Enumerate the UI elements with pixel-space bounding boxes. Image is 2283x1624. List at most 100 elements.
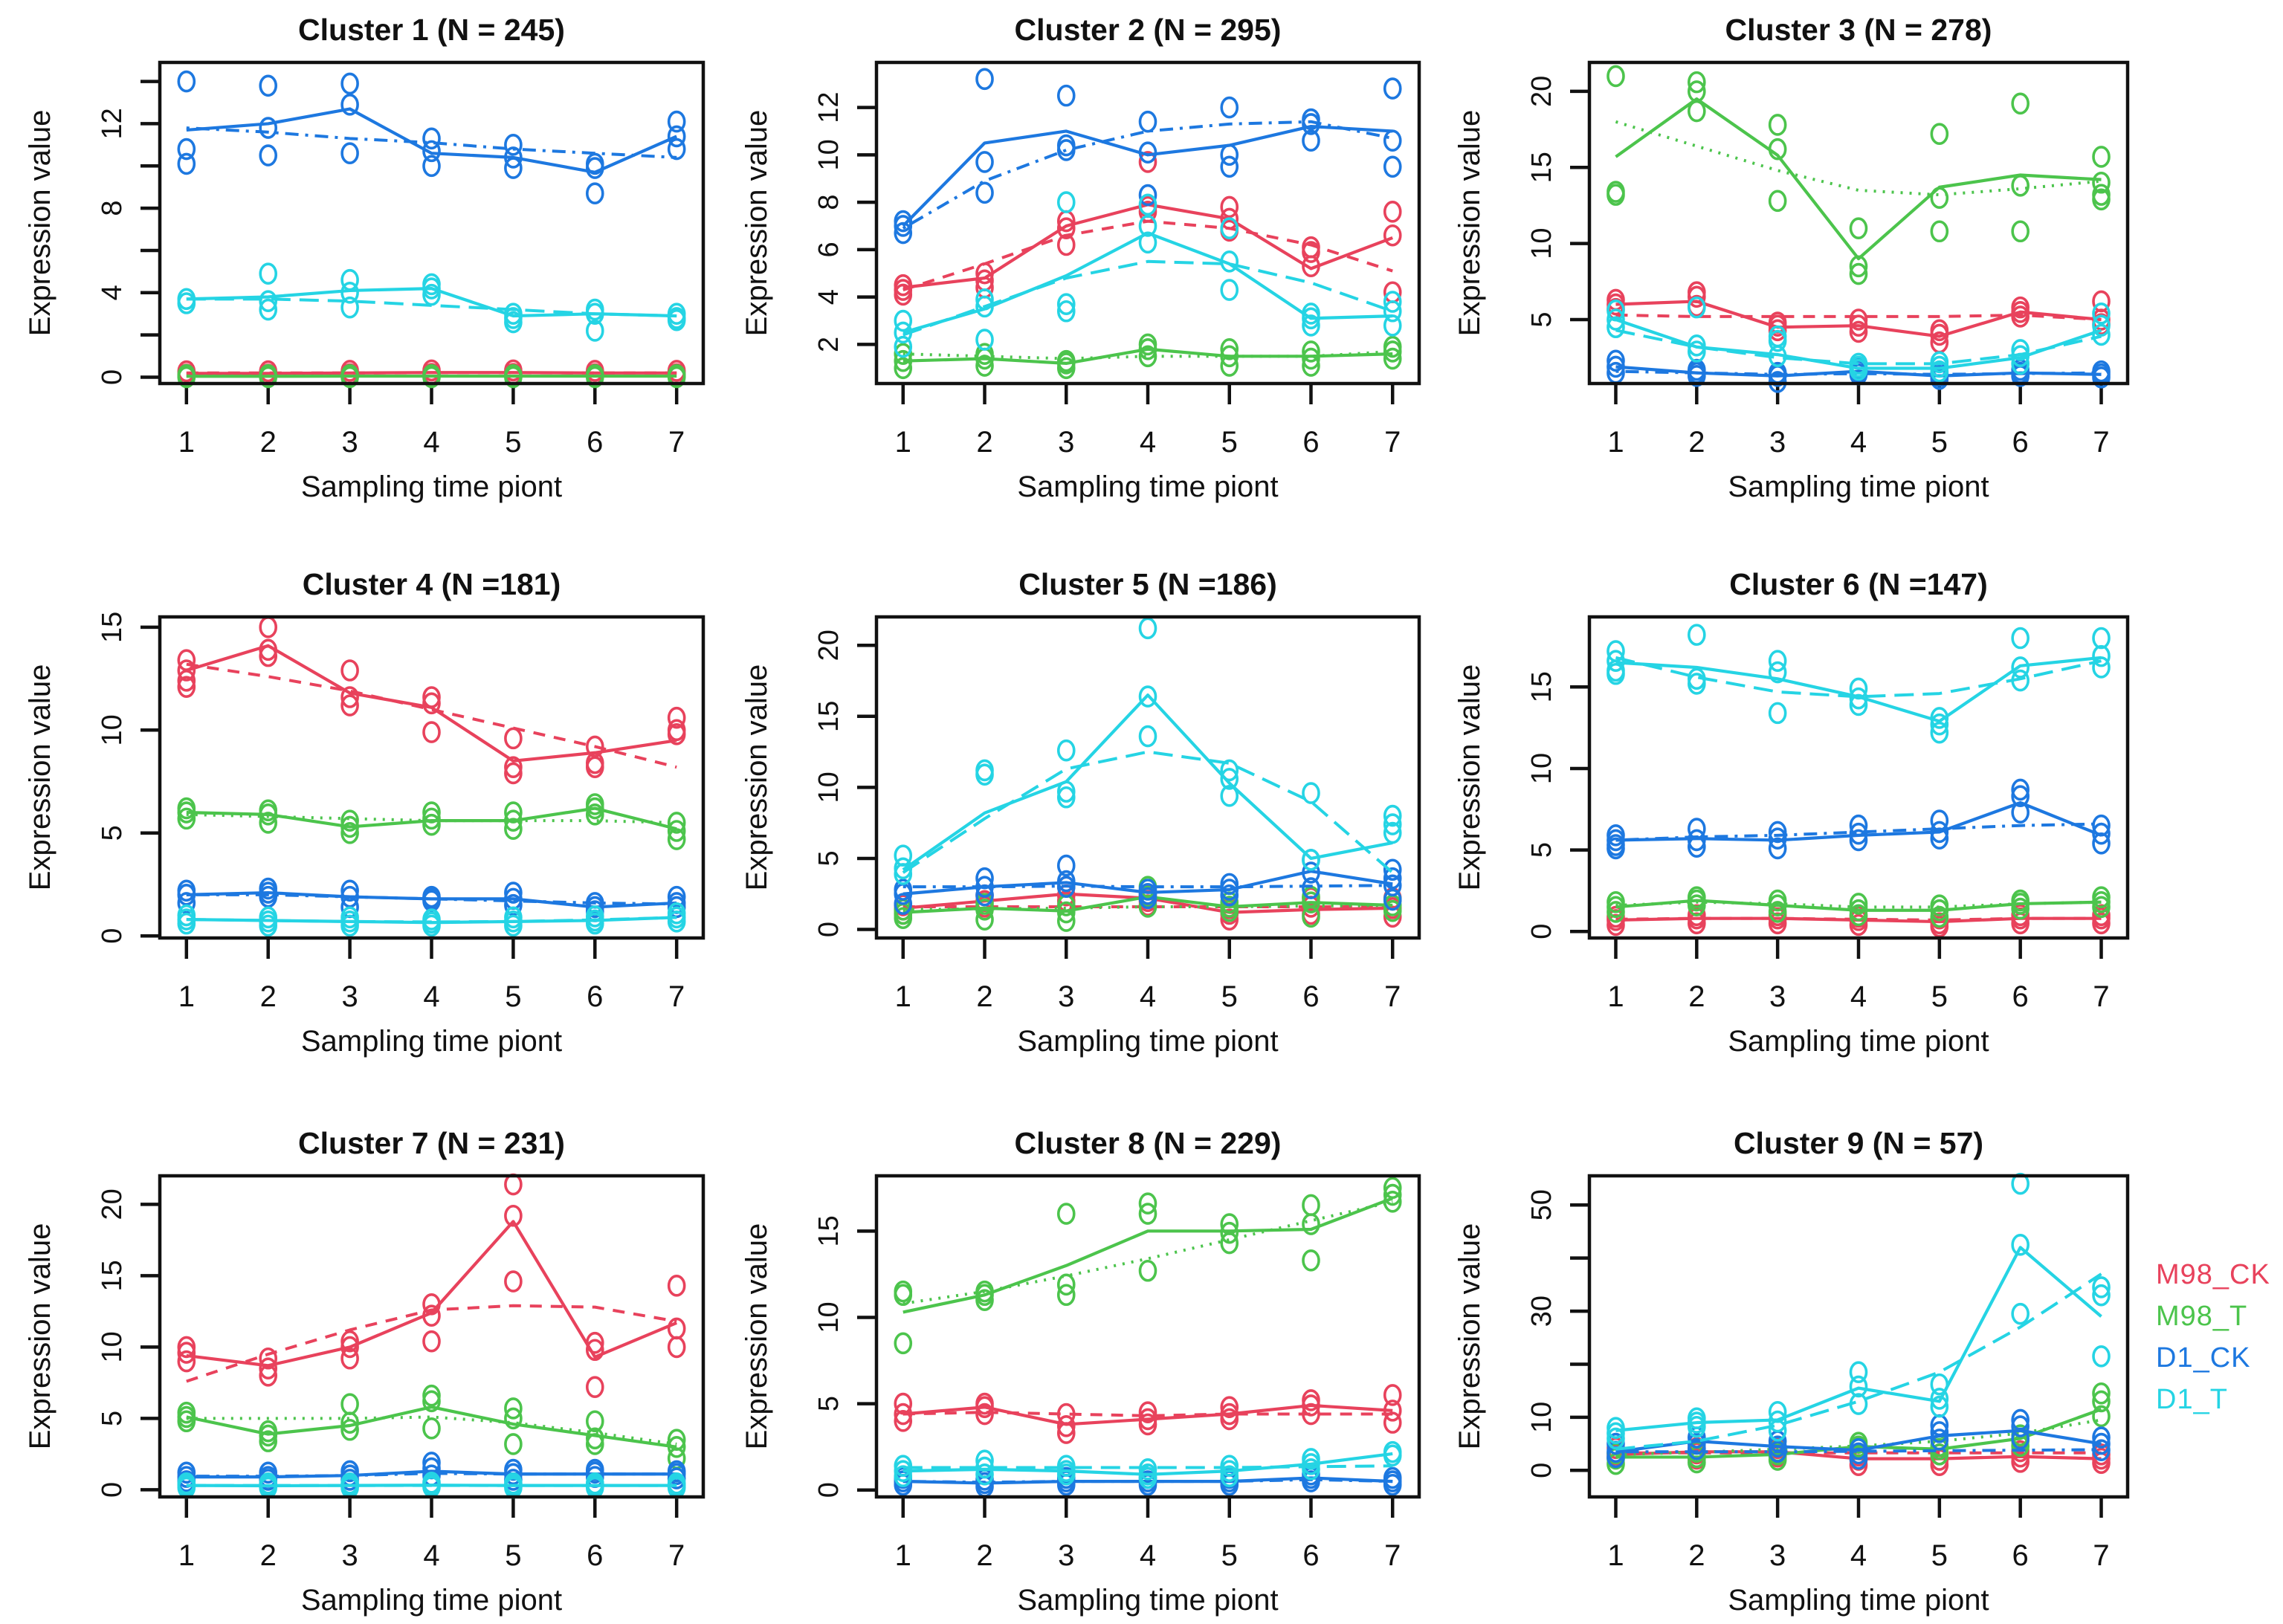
data-point-D1_T [2011, 339, 2029, 361]
data-point-D1_T [1056, 1463, 1076, 1486]
series-D1_T [894, 1440, 1402, 1489]
data-point-D1_T [1220, 759, 1239, 782]
y-tick-label: 20 [1526, 76, 1557, 107]
data-point-M98_T [504, 1407, 523, 1430]
data-point-M98_T [585, 1410, 604, 1433]
series-D1_CK [894, 849, 1402, 915]
y-axis-label: Expression value [24, 110, 56, 337]
data-point-D1_CK [1302, 877, 1320, 899]
x-tick-label: 1 [895, 1539, 911, 1572]
x-tick-label: 6 [1302, 980, 1319, 1013]
data-point-D1_T [1138, 685, 1157, 708]
data-point-M98_T [1056, 901, 1076, 924]
y-axis-ticks: 0 5 10 15 20 [813, 630, 876, 937]
plot-title: Cluster 4 (N =181) [303, 567, 561, 601]
data-point-M98_CK [1056, 1414, 1076, 1437]
data-point-D1_CK [894, 893, 913, 915]
data-point-D1_CK [894, 215, 913, 237]
smooth-line-D1_CK [186, 893, 677, 906]
data-point-M98_T [1768, 114, 1787, 136]
data-point-D1_CK [2092, 366, 2111, 389]
data-point-D1_CK [1383, 1473, 1402, 1496]
x-tick-label: 3 [341, 980, 358, 1013]
y-tick-label: 6 [813, 242, 845, 257]
x-tick-label: 4 [1850, 1539, 1867, 1572]
x-tick-label: 1 [1607, 1539, 1624, 1572]
data-point-M98_CK [259, 1357, 278, 1379]
x-axis-ticks: 1 2 3 4 5 6 7 [895, 384, 1401, 459]
data-point-M98_T [259, 1430, 278, 1452]
data-point-D1_CK [422, 155, 441, 178]
data-point-D1_T [585, 912, 604, 935]
data-point-M98_T [1768, 901, 1787, 923]
mean-line-M98_CK [1615, 300, 2102, 338]
y-tick-label: 15 [97, 1260, 128, 1291]
data-point-D1_CK [340, 94, 359, 116]
data-point-M98_T [1302, 1194, 1320, 1217]
data-point-D1_T [2092, 1345, 2111, 1368]
data-point-D1_CK [1302, 129, 1320, 152]
data-point-M98_CK [667, 723, 686, 745]
data-point-M98_T [340, 1393, 359, 1415]
plot-title: Cluster 3 (N = 278) [1725, 13, 1992, 47]
data-point-M98_T [1768, 190, 1787, 213]
y-axis-label: Expression value [1453, 110, 1486, 337]
smooth-line-M98_T [902, 904, 1393, 911]
data-point-M98_T [340, 809, 359, 832]
x-axis-label: Sampling time piont [1728, 1025, 1989, 1058]
data-point-M98_CK [422, 721, 441, 743]
data-point-M98_T [1056, 1203, 1076, 1225]
mean-line-D1_CK [1615, 1429, 2102, 1454]
legend-item-d1-ck: D1_CK [2156, 1342, 2251, 1374]
data-point-D1_T [2011, 1234, 2029, 1256]
y-axis-ticks: 5 10 15 20 [1526, 76, 1589, 328]
y-tick-label: 10 [1526, 753, 1557, 784]
legend-item-m98-t: M98_T [2156, 1301, 2248, 1332]
data-point-M98_CK [340, 686, 359, 708]
legend-item-m98-ck: M98_CK [2156, 1259, 2270, 1290]
y-tick-label: 10 [1526, 1402, 1557, 1433]
smooth-line-M98_T [1615, 900, 2102, 909]
mean-line-D1_CK [1615, 800, 2102, 842]
x-tick-label: 3 [1058, 1539, 1074, 1572]
data-point-M98_T [1930, 123, 1949, 146]
data-point-D1_T [2011, 656, 2029, 679]
data-point-D1_CK [259, 117, 278, 139]
y-tick-label: 0 [97, 369, 128, 385]
data-point-D1_CK [1138, 110, 1157, 133]
plot-title: Cluster 9 (N = 57) [1734, 1126, 1983, 1160]
series-M98_T [177, 793, 686, 850]
data-point-D1_T [1930, 1395, 1949, 1418]
data-point-D1_T [667, 308, 686, 331]
y-tick-label: 0 [97, 1482, 128, 1498]
data-point-M98_CK [422, 692, 441, 715]
y-tick-label: 2 [813, 337, 845, 352]
data-point-M98_T [504, 1397, 523, 1420]
series-M98_CK [894, 1384, 1402, 1444]
data-point-M98_CK [1383, 1411, 1402, 1434]
data-point-M98_CK [259, 1347, 278, 1370]
data-point-D1_T [1688, 673, 1706, 695]
smooth-line-D1_CK [1615, 822, 2102, 842]
data-point-D1_CK [1849, 829, 1868, 852]
data-point-D1_T [2092, 627, 2111, 650]
data-point-D1_T [1138, 617, 1157, 640]
plot-title: Cluster 2 (N = 295) [1015, 13, 1282, 47]
series-D1_CK [177, 877, 686, 922]
data-point-D1_CK [177, 152, 196, 175]
x-axis-ticks: 1 2 3 4 5 6 7 [1607, 384, 2110, 459]
x-axis-ticks: 1 2 3 4 5 6 7 [895, 938, 1401, 1013]
x-tick-label: 5 [1931, 1539, 1948, 1572]
data-point-D1_CK [2092, 1426, 2111, 1449]
data-point-D1_T [1930, 721, 1949, 744]
x-axis-label: Sampling time piont [1017, 470, 1278, 503]
data-point-D1_T [1383, 300, 1402, 323]
x-tick-label: 4 [423, 1539, 439, 1572]
data-point-M98_T [1688, 894, 1706, 916]
x-tick-label: 6 [587, 980, 603, 1013]
x-tick-label: 6 [587, 1539, 603, 1572]
data-point-D1_T [1056, 739, 1076, 762]
x-tick-label: 4 [1850, 426, 1867, 459]
data-point-M98_CK [504, 1173, 523, 1196]
mean-line-M98_T [1615, 97, 2102, 261]
